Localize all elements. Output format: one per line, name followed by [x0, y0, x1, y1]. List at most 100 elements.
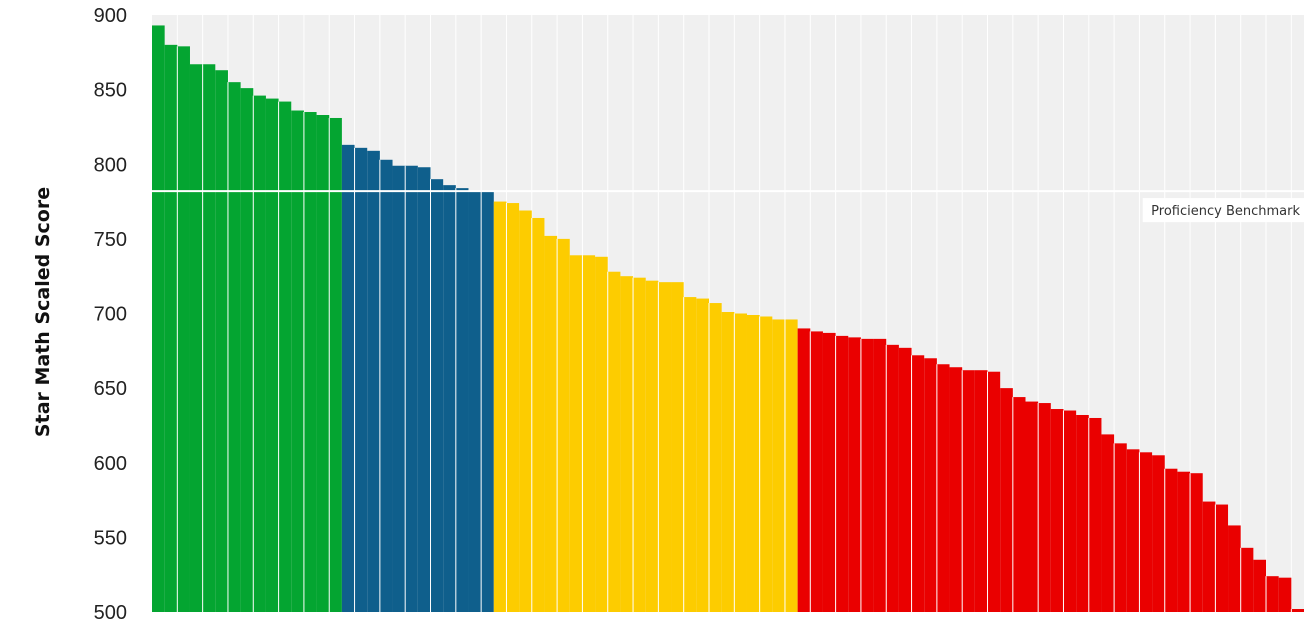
bar: [354, 147, 368, 612]
bar: [620, 276, 634, 612]
bar: [797, 328, 811, 612]
bar: [405, 165, 418, 613]
bar: [759, 316, 773, 612]
bar: [253, 95, 266, 613]
bar: [341, 144, 355, 612]
y-tick-label: 700: [94, 304, 127, 326]
bar: [671, 282, 684, 612]
bar: [633, 277, 646, 612]
bar: [177, 46, 190, 612]
y-axis-ticks: 900 850 800 750 700 650 600 550 500: [94, 5, 127, 624]
bar: [443, 185, 456, 612]
bar: [164, 44, 178, 613]
bar: [329, 117, 342, 612]
bar: [898, 347, 912, 612]
y-tick-label: 500: [94, 602, 127, 624]
bar: [519, 210, 532, 612]
y-axis-label: Star Math Scaled Score: [32, 187, 54, 437]
bar: [1038, 403, 1051, 612]
bar: [265, 98, 279, 612]
bar: [227, 82, 241, 612]
y-tick-label: 800: [94, 154, 127, 176]
bar: [303, 112, 317, 612]
bar: [582, 255, 596, 613]
bar: [734, 313, 747, 612]
bar: [860, 338, 874, 612]
bar: [683, 297, 697, 612]
bar: [1076, 414, 1089, 612]
bar: [886, 344, 899, 612]
bar: [1215, 504, 1229, 612]
bar: [1088, 417, 1102, 612]
bar: [417, 167, 431, 613]
bar: [1025, 401, 1039, 612]
y-tick-label: 900: [94, 5, 127, 27]
bar: [1000, 388, 1013, 613]
bar: [974, 370, 988, 612]
bar: [949, 367, 963, 612]
bar: [557, 238, 570, 613]
bar: [506, 203, 520, 613]
bar: [607, 271, 621, 612]
bar: [1253, 559, 1267, 612]
bar: [1063, 410, 1077, 612]
bar: [1202, 501, 1216, 612]
benchmark-label: Proficiency Benchmark: [1151, 204, 1300, 219]
bar: [658, 282, 672, 612]
bar: [1177, 471, 1191, 612]
bar: [924, 358, 937, 612]
bar: [278, 101, 292, 612]
bar: [987, 371, 1001, 612]
bar: [810, 331, 823, 612]
bar: [493, 201, 507, 612]
bar: [1114, 443, 1127, 612]
bar: [531, 217, 545, 613]
y-tick-label: 750: [94, 229, 127, 251]
bar: [291, 110, 304, 613]
y-tick-label: 600: [94, 453, 127, 475]
bar: [1012, 397, 1026, 612]
bar: [835, 335, 849, 612]
bar: [911, 355, 925, 612]
bar: [468, 191, 482, 612]
bar: [1228, 525, 1241, 612]
bar: [1126, 449, 1140, 612]
bar: [202, 64, 216, 612]
bar: [772, 319, 785, 612]
bar: [152, 25, 165, 612]
bar: [569, 255, 583, 613]
bar: [215, 70, 228, 613]
bar: [1050, 409, 1064, 612]
bar: [709, 303, 722, 612]
bar: [645, 280, 659, 612]
bar: [1190, 473, 1203, 612]
bar: [1240, 547, 1254, 612]
bar: [936, 364, 950, 612]
bar: [1101, 434, 1115, 612]
bar: [1139, 452, 1153, 612]
y-tick-label: 550: [94, 527, 127, 549]
y-tick-label: 650: [94, 378, 127, 400]
bar: [481, 191, 494, 612]
bar: [367, 150, 380, 612]
benchmark-label-background: [1142, 198, 1304, 223]
bar: [848, 337, 861, 612]
bar: [455, 188, 469, 612]
bar: [595, 256, 608, 612]
bar: [746, 314, 760, 612]
bar: [189, 64, 203, 612]
bars: [152, 25, 1304, 613]
bar: [962, 370, 975, 612]
bar: [379, 159, 393, 612]
bar: [721, 312, 735, 612]
bar: [430, 179, 444, 612]
bar: [544, 235, 558, 612]
bar: [316, 115, 330, 612]
bar: [696, 298, 710, 612]
bar: [1278, 577, 1292, 612]
bar: [784, 319, 798, 612]
bar: [392, 165, 406, 613]
bar: [873, 338, 887, 612]
bar: [1291, 609, 1304, 612]
